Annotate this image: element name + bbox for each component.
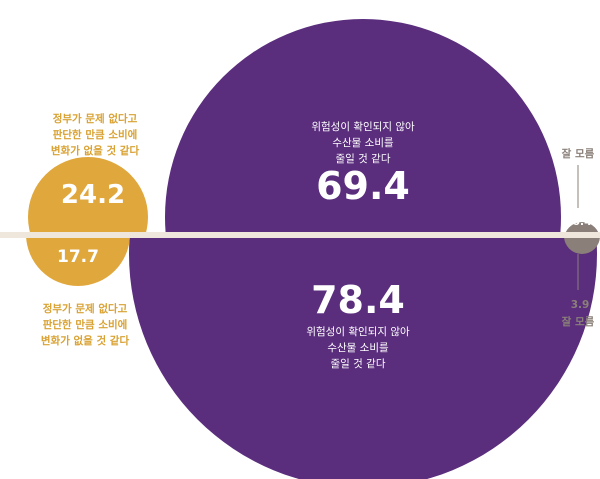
top-grey-value: 6.4 — [572, 215, 592, 228]
top-gold-value: 24.2 — [60, 180, 126, 210]
label-line: 수산물 소비를 — [332, 137, 394, 149]
label-line: 정부가 문제 없다고 — [42, 303, 128, 315]
bottom-gold-value: 17.7 — [57, 247, 99, 267]
bottom-grey-value: 3.9 — [570, 299, 590, 311]
label-line: 정부가 문제 없다고 — [52, 113, 138, 125]
label-line: 변화가 없을 것 같다 — [50, 145, 140, 157]
bubble-top-gold — [28, 157, 148, 232]
bubble-bottom-gold — [26, 238, 130, 286]
top-purple-value: 69.4 — [316, 164, 410, 208]
divider-line — [0, 232, 600, 238]
label-line: 줄일 것 같다 — [330, 358, 386, 370]
label-line: 위험성이 확인되지 않아 — [311, 121, 415, 133]
label-line: 변화가 없을 것 같다 — [40, 335, 130, 347]
top-gold-label: 정부가 문제 없다고 판단한 만큼 소비에 변화가 없을 것 같다 — [40, 111, 150, 159]
top-grey-label: 잘 모름 — [561, 148, 595, 160]
bottom-purple-label: 위험성이 확인되지 않아 수산물 소비를 줄일 것 같다 — [278, 324, 438, 372]
bubble-top-grey — [565, 222, 599, 232]
bubble-top-purple — [165, 19, 561, 232]
watermark: 서기 — [527, 418, 594, 458]
label-line: 위험성이 확인되지 않아 — [306, 326, 410, 338]
bottom-grey-label: 잘 모름 — [561, 316, 595, 328]
bottom-gold-label: 정부가 문제 없다고 판단한 만큼 소비에 변화가 없을 것 같다 — [30, 301, 140, 349]
bottom-purple-value: 78.4 — [311, 278, 405, 322]
bubble-bottom-grey — [564, 238, 600, 254]
top-purple-label: 위험성이 확인되지 않아 수산물 소비를 줄일 것 같다 — [283, 119, 443, 167]
label-line: 수산물 소비를 — [327, 342, 389, 354]
bubble-bottom-purple — [129, 238, 597, 479]
label-line: 판단한 만큼 소비에 — [52, 129, 138, 141]
label-line: 판단한 만큼 소비에 — [42, 319, 128, 331]
label-line: 줄일 것 같다 — [335, 153, 391, 165]
